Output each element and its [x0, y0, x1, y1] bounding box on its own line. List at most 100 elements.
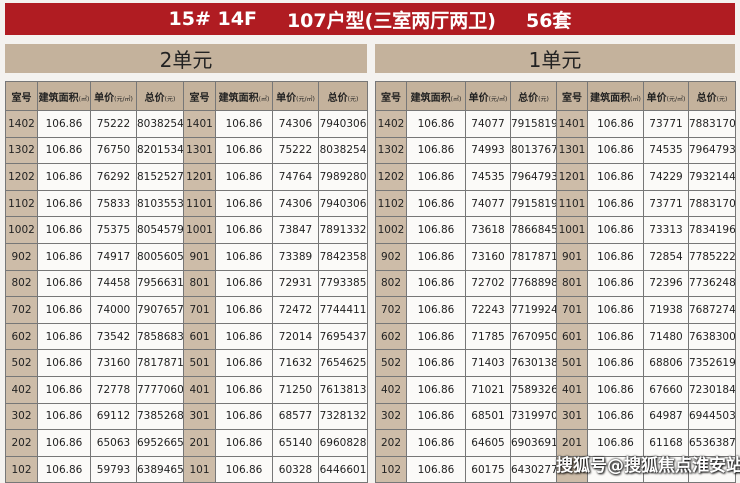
unit-price-cell: 68806 [643, 349, 689, 377]
unit-price-cell: 74229 [643, 163, 689, 191]
header-unit: (元/㎡) [666, 95, 686, 103]
header-room-number: 室号 [556, 81, 588, 111]
table-row: 1302 106.86 74993 8013767 1301 106.86 74535 796… [375, 136, 736, 165]
room-number-cell: 1202 [5, 163, 38, 191]
header-unit: (元) [538, 95, 549, 103]
floor-area-cell: 106.86 [37, 189, 91, 218]
header-label: 单价 [94, 92, 115, 104]
floor-area-cell: 106.86 [37, 163, 91, 191]
total-price-cell: 8152527 [136, 163, 184, 191]
floor-area-cell: 106.86 [587, 242, 644, 271]
unit-price-cell: 74535 [643, 136, 689, 165]
total-price-cell: 8054579 [136, 216, 184, 244]
room-number-cell: 101 [183, 455, 216, 483]
room-number-cell: 701 [183, 296, 216, 324]
unit-price-cell: 67660 [643, 375, 689, 404]
total-price-cell: 6446601 [318, 455, 368, 483]
unit-price-cell: 68577 [272, 402, 319, 431]
header-label: 建筑面积 [38, 92, 79, 104]
room-number-cell: 1202 [375, 163, 407, 191]
floor-area-cell: 106.86 [406, 163, 466, 191]
header-unit-price: 单价(元/㎡) [465, 81, 511, 111]
room-number-cell: 902 [375, 242, 407, 271]
total-price-cell: 7319970 [510, 402, 557, 431]
header-label: 室号 [381, 92, 401, 104]
unit-price-cell [643, 455, 689, 483]
total-price-cell: 6960828 [318, 429, 368, 457]
room-number-cell: 402 [375, 375, 407, 404]
room-number-cell: 1301 [556, 136, 588, 165]
total-price-cell: 7328132 [318, 402, 368, 431]
unit-price-cell: 75222 [272, 136, 319, 165]
header-row: 室号 建筑面积(㎡) 单价(元/㎡) 总价(元) 室号 建筑面积(㎡) 单价(元/㎡) 总价(… [375, 81, 736, 111]
floor-area-cell: 106.86 [215, 163, 273, 191]
floor-area-cell: 106.86 [587, 349, 644, 377]
total-price-cell: 7589326 [510, 375, 557, 404]
total-price-cell: 6952665 [136, 429, 184, 457]
total-price-cell: 7352619 [688, 349, 736, 377]
room-number-cell: 301 [183, 402, 216, 431]
header-label: 总价 [144, 92, 165, 104]
table-row: 1002 106.86 75375 8054579 1001 106.86 73847 789… [5, 216, 368, 244]
total-price-cell: 7744411 [318, 296, 368, 324]
floor-area-cell: 106.86 [406, 375, 466, 404]
table-row: 102 106.86 59793 6389465 101 106.86 60328 64466… [5, 455, 368, 483]
floor-area-cell: 106.86 [587, 375, 644, 404]
header-unit: (㎡) [258, 95, 270, 103]
total-price-cell: 7654625 [318, 349, 368, 377]
room-number-cell: 1102 [5, 189, 38, 218]
building-floor: 15# 14F [168, 8, 257, 30]
floor-area-cell: 106.86 [587, 216, 644, 244]
unit-price-cell: 72014 [272, 322, 319, 351]
floor-area-cell: 106.86 [215, 322, 273, 351]
table-row: 802 106.86 74458 7956631 801 106.86 72931 77933… [5, 269, 368, 298]
room-number-cell: 1402 [375, 110, 407, 138]
header-label: 总价 [696, 92, 717, 104]
header-label: 总价 [518, 92, 539, 104]
unit-price-cell: 73771 [643, 110, 689, 138]
floor-area-cell: 106.86 [406, 429, 466, 457]
table-row: 1102 106.86 74077 7915819 1101 106.86 73771 788… [375, 189, 736, 218]
floor-area-cell: 106.86 [215, 349, 273, 377]
header-row: 室号 建筑面积(㎡) 单价(元/㎡) 总价(元) 室号 建筑面积(㎡) 单价(元/㎡) 总价(… [5, 81, 368, 111]
floor-area-cell: 106.86 [37, 349, 91, 377]
floor-area-cell: 106.86 [215, 429, 273, 457]
total-price-cell: 7964793 [510, 163, 557, 191]
header-unit-price: 单价(元/㎡) [272, 81, 319, 111]
header-unit: (元/㎡) [488, 95, 508, 103]
room-number-cell: 901 [183, 242, 216, 271]
header-unit-price: 单价(元/㎡) [643, 81, 689, 111]
section-header-unit-1: 1单元 [375, 44, 735, 73]
room-number-cell: 201 [556, 429, 588, 457]
unit-price-cell: 71632 [272, 349, 319, 377]
header-floor-area: 建筑面积(㎡) [37, 81, 91, 111]
total-price-cell: 8201534 [136, 136, 184, 165]
header-total-price: 总价(元) [136, 81, 184, 111]
table-row: 702 106.86 74000 7907657 701 106.86 72472 77444… [5, 296, 368, 324]
floor-area-cell: 106.86 [587, 269, 644, 298]
floor-area-cell: 106.86 [406, 189, 466, 218]
unit-price-cell: 59793 [90, 455, 137, 483]
table-row: 1102 106.86 75833 8103553 1101 106.86 74306 794… [5, 189, 368, 218]
total-price-cell: 7385268 [136, 402, 184, 431]
header-total-price: 总价(元) [318, 81, 368, 111]
table-row: 302 106.86 68501 7319970 301 106.86 64987 69445… [375, 402, 736, 431]
unit-price-cell: 72243 [465, 296, 511, 324]
total-price-cell: 8038254 [318, 136, 368, 165]
unit-price-cell: 69112 [90, 402, 137, 431]
header-unit-price: 单价(元/㎡) [90, 81, 137, 111]
floor-area-cell: 106.86 [215, 375, 273, 404]
unit-price-cell: 72854 [643, 242, 689, 271]
room-number-cell: 701 [556, 296, 588, 324]
header-room-number: 室号 [183, 81, 216, 111]
floor-area-cell: 106.86 [37, 322, 91, 351]
room-number-cell: 1302 [375, 136, 407, 165]
header-room-number: 室号 [5, 81, 38, 111]
total-price-cell: 7915819 [510, 189, 557, 218]
room-number-cell: 801 [556, 269, 588, 298]
header-label: 单价 [468, 92, 489, 104]
unit-price-cell: 64605 [465, 429, 511, 457]
unit-price-cell: 74077 [465, 110, 511, 138]
table-row: 202 106.86 65063 6952665 201 106.86 65140 69608… [5, 429, 368, 457]
room-number-cell: 801 [183, 269, 216, 298]
